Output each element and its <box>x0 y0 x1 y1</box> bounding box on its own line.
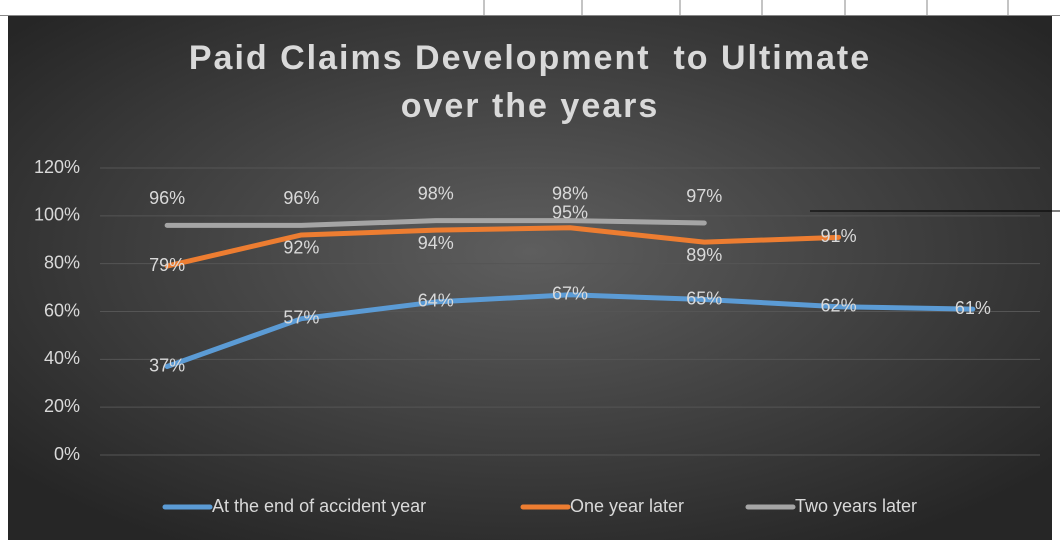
legend-label: One year later <box>570 496 684 516</box>
y-tick-label: 100% <box>34 205 80 225</box>
chart-area <box>8 16 1052 540</box>
legend-label: At the end of accident year <box>212 496 426 516</box>
data-label: 91% <box>821 226 857 246</box>
legend-label: Two years later <box>795 496 917 516</box>
chart-title: over the years <box>401 87 660 125</box>
y-tick-label: 20% <box>44 396 80 416</box>
data-label: 96% <box>283 188 319 208</box>
series-line <box>164 218 707 228</box>
data-label: 61% <box>955 298 991 318</box>
data-label: 98% <box>552 183 588 203</box>
data-label: 95% <box>552 203 588 223</box>
data-label: 62% <box>821 295 857 315</box>
data-label: 37% <box>149 355 185 375</box>
data-label: 96% <box>149 188 185 208</box>
y-tick-label: 40% <box>44 348 80 368</box>
data-label: 94% <box>418 233 454 253</box>
series-line <box>164 225 842 269</box>
data-label: 57% <box>283 307 319 327</box>
y-tick-label: 60% <box>44 300 80 320</box>
y-tick-label: 120% <box>34 157 80 177</box>
chart-title: Paid Claims Development to Ultimate <box>189 39 871 77</box>
data-label: 97% <box>686 186 722 206</box>
y-tick-label: 80% <box>44 252 80 272</box>
data-label: 92% <box>283 238 319 258</box>
y-tick-label: 0% <box>54 444 80 464</box>
data-label: 89% <box>686 245 722 265</box>
data-label: 64% <box>418 291 454 311</box>
data-label: 98% <box>418 183 454 203</box>
series-line <box>164 292 976 370</box>
data-label: 79% <box>149 255 185 275</box>
plot: Paid Claims Development to Ultimate over … <box>34 39 1040 516</box>
data-label: 65% <box>686 288 722 308</box>
data-label: 67% <box>552 284 588 304</box>
